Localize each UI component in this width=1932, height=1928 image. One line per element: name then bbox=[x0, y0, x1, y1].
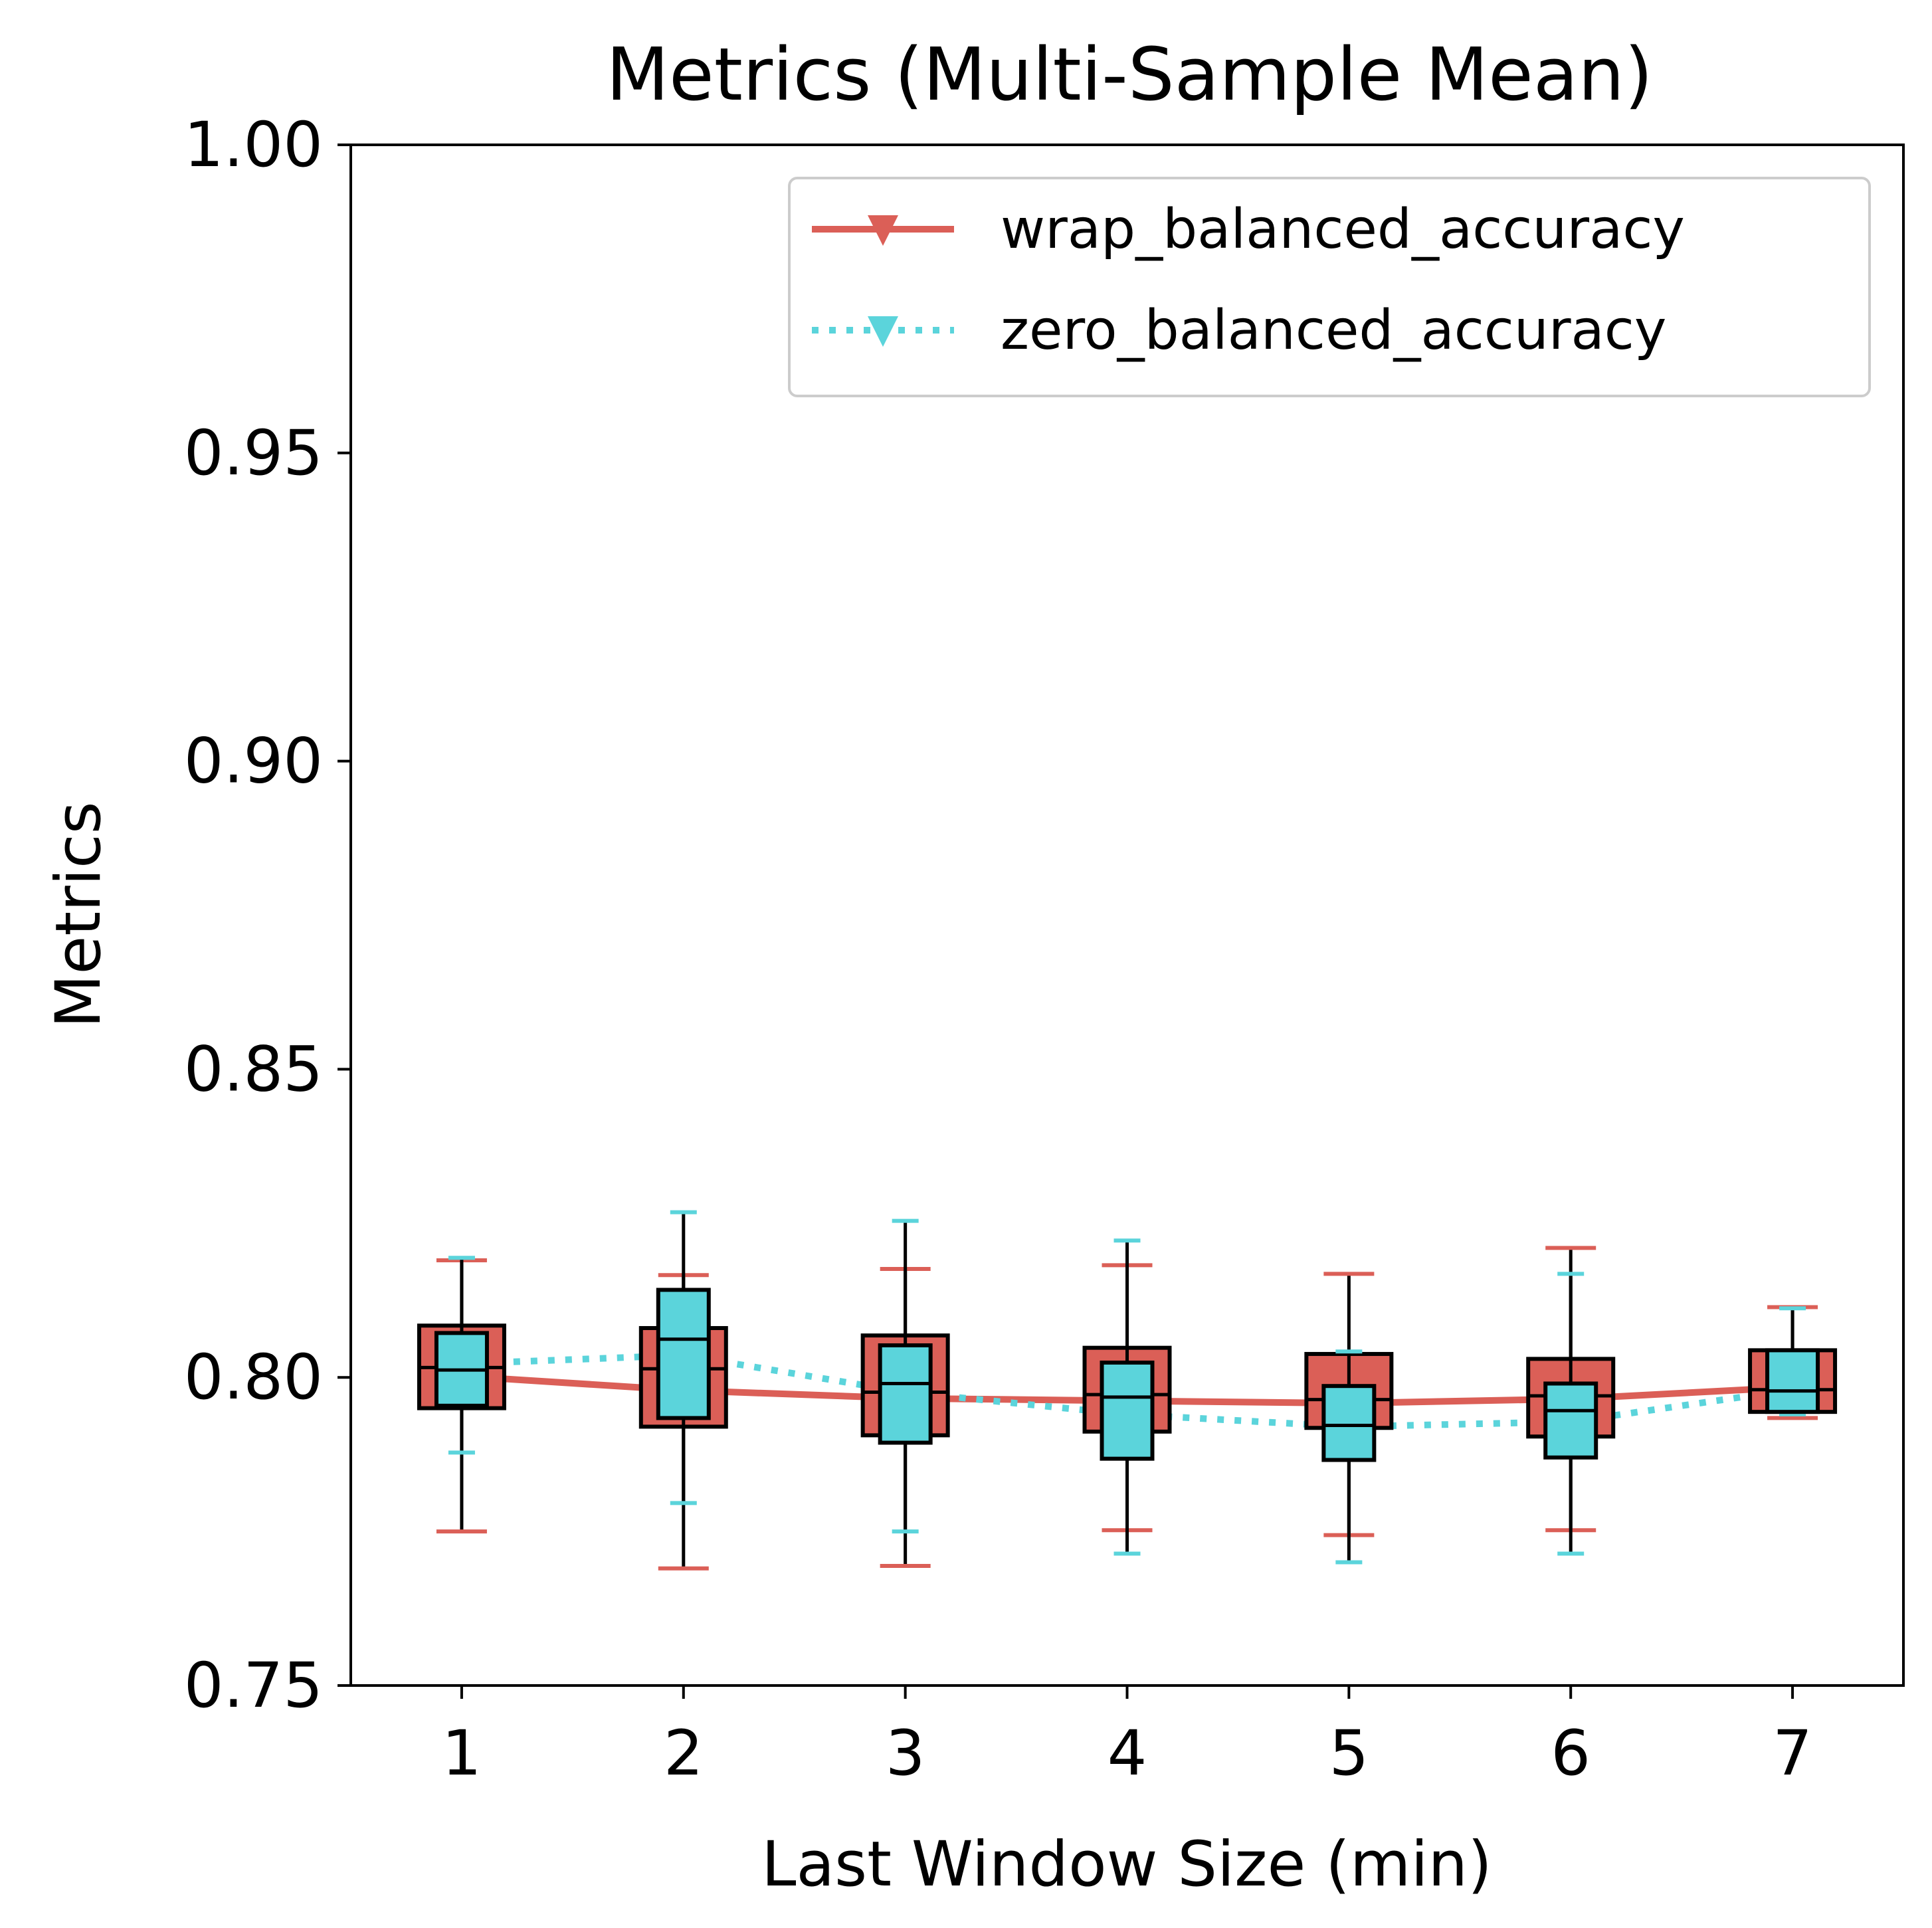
x-tick-label: 7 bbox=[1773, 1717, 1812, 1790]
y-tick-label: 0.95 bbox=[184, 417, 323, 490]
box-zero-6 bbox=[1543, 1272, 1598, 1556]
x-axis: 1 2 3 4 5 6 7 bbox=[442, 1686, 1812, 1790]
x-tick-label: 4 bbox=[1108, 1717, 1147, 1790]
y-axis-label: Metrics bbox=[43, 801, 115, 1028]
box-zero-4 bbox=[1100, 1238, 1155, 1556]
y-tick-label: 0.90 bbox=[184, 725, 323, 798]
box-body bbox=[1321, 1384, 1377, 1462]
x-tick-label: 6 bbox=[1551, 1717, 1591, 1790]
x-tick-label: 2 bbox=[664, 1717, 704, 1790]
box-zero-7 bbox=[1765, 1306, 1820, 1416]
box-body bbox=[656, 1288, 711, 1420]
x-tick-label: 3 bbox=[886, 1717, 925, 1790]
legend-entry-zero: zero_balanced_accuracy bbox=[812, 299, 1666, 362]
box-body bbox=[878, 1343, 933, 1445]
box-zero-2 bbox=[656, 1210, 711, 1505]
x-tick-label: 1 bbox=[442, 1717, 482, 1790]
box-body bbox=[1765, 1348, 1820, 1414]
legend: wrap_balanced_accuracy zero_balanced_acc… bbox=[788, 177, 1871, 397]
box-body bbox=[1100, 1360, 1155, 1461]
legend-frame bbox=[788, 177, 1871, 397]
y-tick-label: 0.75 bbox=[184, 1650, 323, 1722]
box-plots bbox=[417, 1210, 1838, 1571]
box-zero-5 bbox=[1321, 1349, 1377, 1565]
legend-marker-wrap bbox=[868, 215, 898, 246]
box-body bbox=[1543, 1381, 1598, 1460]
box-zero-1 bbox=[434, 1256, 489, 1455]
x-tick-label: 5 bbox=[1329, 1717, 1369, 1790]
legend-label-zero: zero_balanced_accuracy bbox=[1001, 299, 1666, 362]
legend-label-wrap: wrap_balanced_accuracy bbox=[1001, 198, 1685, 261]
y-axis: 0.75 0.80 0.85 0.90 0.95 1.00 bbox=[184, 109, 351, 1722]
x-axis-label: Last Window Size (min) bbox=[761, 1828, 1492, 1901]
legend-entry-wrap: wrap_balanced_accuracy bbox=[812, 198, 1685, 261]
box-zero-3 bbox=[878, 1218, 933, 1534]
legend-marker-zero bbox=[868, 316, 898, 347]
y-tick-label: 0.80 bbox=[184, 1341, 323, 1414]
y-tick-label: 0.85 bbox=[184, 1033, 323, 1106]
y-tick-label: 1.00 bbox=[184, 109, 323, 181]
plot-area-frame bbox=[349, 144, 1905, 1687]
chart-title: Metrics (Multi-Sample Mean) bbox=[606, 32, 1653, 117]
